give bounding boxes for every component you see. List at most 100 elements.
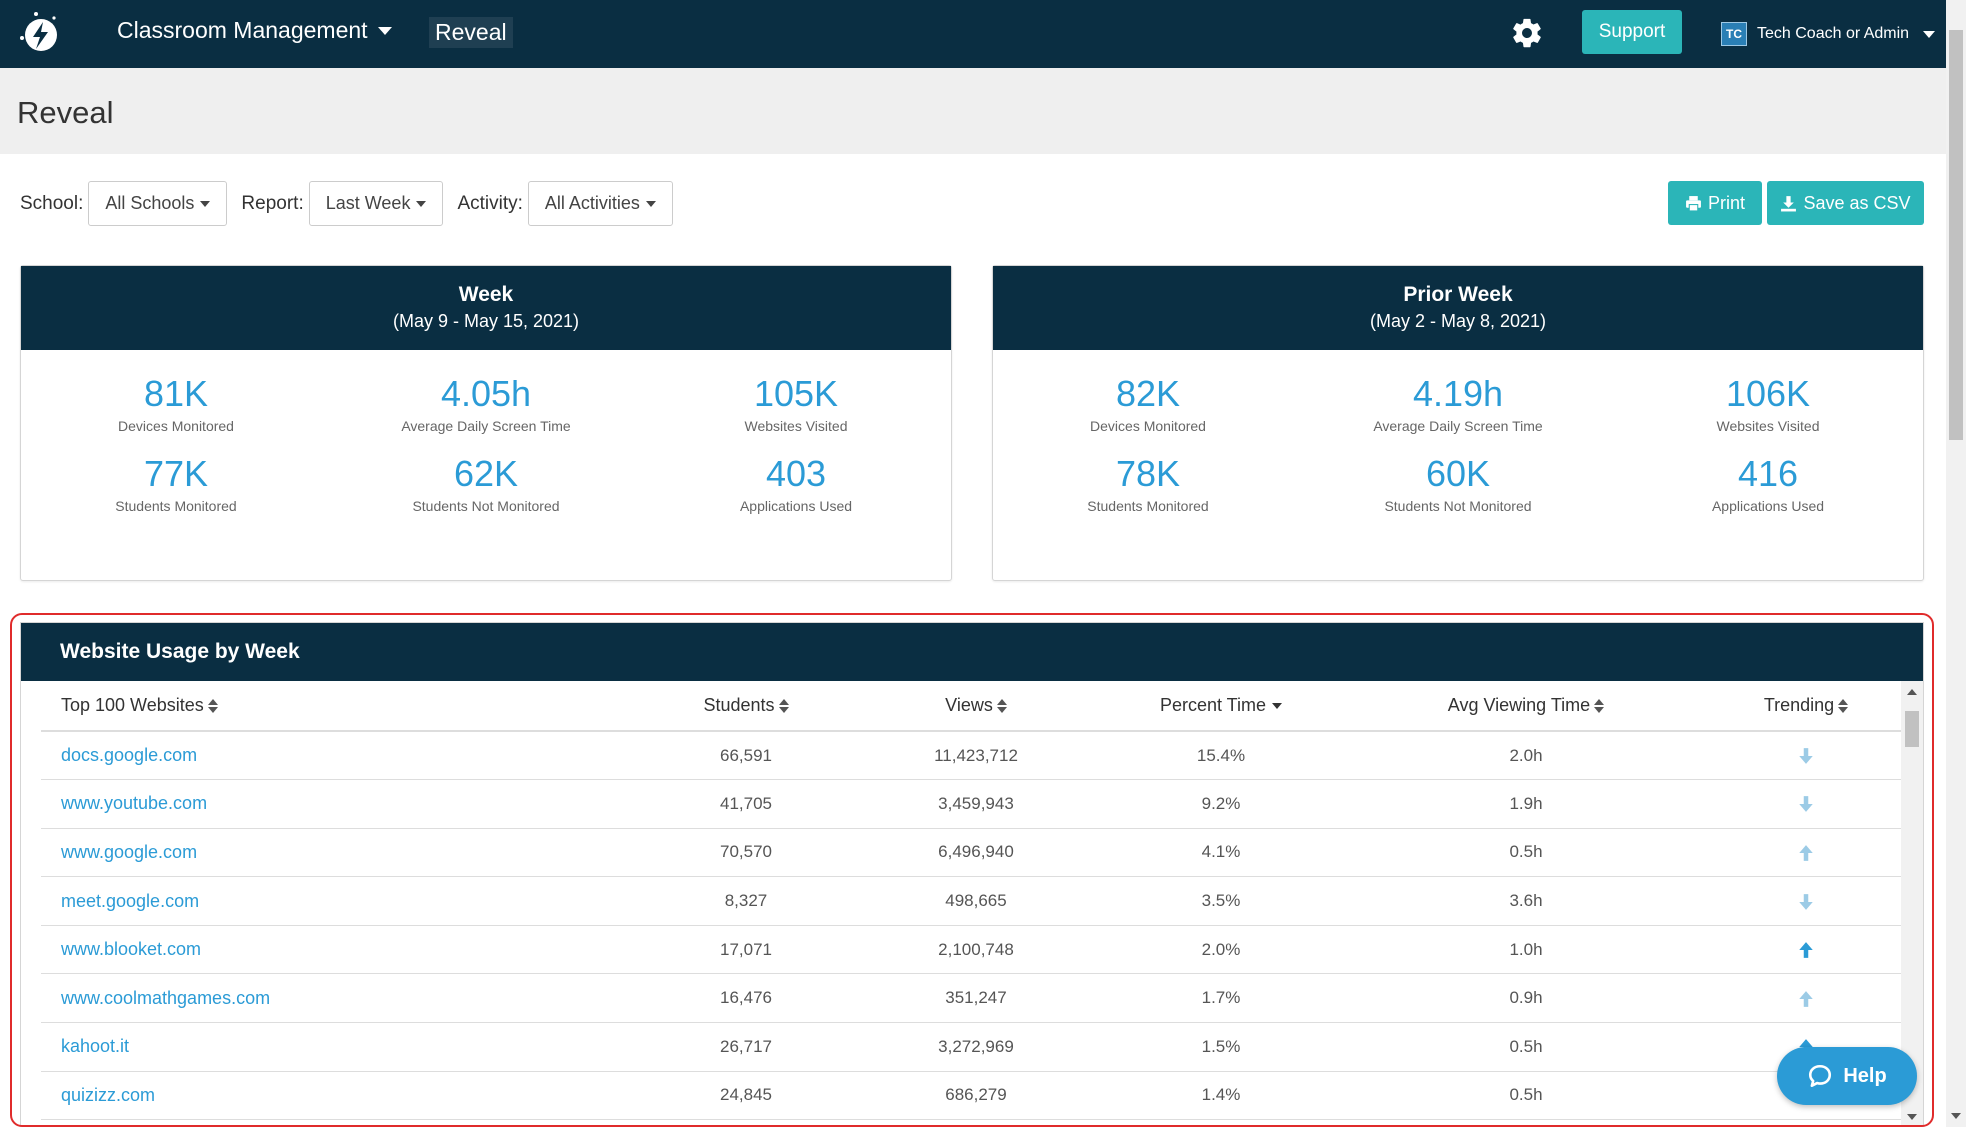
prior-week-stats-card: Prior Week (May 2 - May 8, 2021) 82K Devi… [992, 265, 1924, 581]
gear-icon[interactable] [1510, 16, 1544, 50]
sort-icon [1594, 698, 1605, 714]
chat-bubble-icon [1809, 1064, 1832, 1088]
highlight-frame [10, 613, 1934, 1127]
trending-cell [1711, 828, 1901, 878]
stat-label: Devices Monitored [1090, 418, 1206, 434]
column-header-label: Avg Viewing Time [1447, 695, 1591, 715]
column-header-label: Views [945, 695, 993, 715]
stat-label: Students Not Monitored [412, 498, 560, 514]
table-scrollbar[interactable] [1901, 681, 1923, 1126]
arrow-down-icon [1799, 796, 1813, 813]
app-logo-icon[interactable] [14, 8, 64, 58]
stat-value: 82K [1115, 373, 1181, 414]
caret-down-icon [200, 200, 211, 207]
website-link[interactable]: www.google.com [41, 828, 641, 878]
percent-time-cell: 15.4% [1101, 731, 1341, 781]
stat-students-monitored: 77K Students Monitored [21, 454, 331, 515]
website-link[interactable]: www.youtube.com [41, 779, 641, 829]
table-scroll-thumb[interactable] [1905, 711, 1919, 747]
arrow-up-icon [1799, 845, 1813, 861]
report-dropdown-value: Last Week [325, 193, 411, 213]
trending-cell [1711, 925, 1901, 975]
classroom-management-label: Classroom Management [117, 17, 368, 43]
column-header-avg-viewing-time[interactable]: Avg Viewing Time [1341, 681, 1711, 732]
website-link[interactable]: www.coolmathgames.com [41, 973, 641, 1024]
table-row: www.youtube.com 41,705 3,459,943 9.2% 1.9h [41, 779, 1901, 829]
website-link[interactable]: kahoot.it [41, 1022, 641, 1072]
scroll-down-icon[interactable] [1951, 1113, 1961, 1119]
percent-time-cell: 1.5% [1101, 1022, 1341, 1072]
website-link[interactable]: www.blooket.com [41, 925, 641, 975]
column-header-views[interactable]: Views [851, 681, 1101, 732]
school-dropdown[interactable]: All Schools [88, 181, 228, 226]
save-csv-button[interactable]: Save as CSV [1767, 181, 1924, 225]
nav-current-app[interactable]: Reveal [429, 17, 513, 48]
column-header-trending[interactable]: Trending [1711, 681, 1901, 732]
avg-viewing-time-cell: 1.9h [1341, 779, 1711, 829]
activity-dropdown[interactable]: All Activities [527, 181, 673, 226]
printer-icon [1686, 195, 1701, 211]
classroom-management-menu[interactable]: Classroom Management [117, 17, 392, 44]
caret-down-icon [645, 200, 656, 207]
stat-websites-visited: 106K Websites Visited [1613, 374, 1923, 435]
filter-bar: School: All Schools Report: Last Week Ac… [20, 181, 687, 226]
table-row: meet.google.com 8,327 498,665 3.5% 3.6h [41, 876, 1901, 926]
trending-cell [1711, 876, 1901, 926]
website-link[interactable]: quizizz.com [41, 1071, 641, 1121]
website-link[interactable]: docs.google.com [41, 731, 641, 781]
website-link[interactable]: meet.google.com [41, 876, 641, 926]
sort-icon [778, 698, 789, 714]
user-menu[interactable]: TC Tech Coach or Admin [1721, 22, 1936, 46]
caret-down-icon [416, 200, 427, 207]
avg-viewing-time-cell: 0.9h [1341, 973, 1711, 1024]
stat-value: 62K [453, 453, 519, 494]
column-header-label: Trending [1763, 695, 1835, 715]
report-filter-label: Report: [241, 192, 304, 214]
arrow-up-icon [1799, 990, 1813, 1007]
stat-value: 78K [1115, 453, 1181, 494]
page-scroll-thumb[interactable] [1949, 30, 1963, 440]
print-button[interactable]: Print [1668, 181, 1762, 225]
table-row: docs.google.com 66,591 11,423,712 15.4% 2.0h [41, 731, 1901, 781]
website-usage-title: Website Usage by Week [21, 623, 1923, 681]
stat-value: 81K [143, 373, 209, 414]
percent-time-cell: 4.1% [1101, 828, 1341, 878]
column-header-percent-time[interactable]: Percent Time [1101, 681, 1341, 732]
week-stats-card: Week (May 9 - May 15, 2021) 81K Devices M… [20, 265, 952, 581]
views-cell: 11,423,712 [851, 731, 1101, 781]
stat-value: 4.05h [440, 373, 532, 414]
website-usage-table-wrapper[interactable]: Top 100 Websites Students Views Percent … [41, 681, 1901, 1126]
views-cell: 351,247 [851, 973, 1101, 1024]
report-dropdown[interactable]: Last Week [308, 181, 444, 226]
support-button[interactable]: Support [1582, 10, 1682, 54]
column-header-websites[interactable]: Top 100 Websites [41, 681, 641, 732]
percent-time-cell: 1.4% [1101, 1071, 1341, 1121]
avg-viewing-time-cell: 3.6h [1341, 876, 1711, 926]
page-header: Reveal [0, 68, 1946, 154]
sort-icon [996, 698, 1007, 714]
scroll-up-icon[interactable] [1907, 689, 1917, 695]
activity-dropdown-value: All Activities [544, 193, 640, 213]
views-cell: 686,279 [851, 1071, 1101, 1121]
table-row: www.google.com 70,570 6,496,940 4.1% 0.5h [41, 828, 1901, 878]
stat-label: Applications Used [1711, 498, 1825, 514]
stat-label: Average Daily Screen Time [1373, 418, 1543, 434]
prior-week-card-header: Prior Week (May 2 - May 8, 2021) [993, 266, 1923, 350]
students-cell: 16,476 [641, 973, 851, 1024]
stat-label: Students Monitored [115, 498, 237, 514]
column-header-label: Top 100 Websites [61, 695, 204, 715]
students-cell: 66,591 [641, 731, 851, 781]
week-card-range: (May 9 - May 15, 2021) [392, 311, 580, 331]
website-usage-table: Top 100 Websites Students Views Percent … [41, 681, 1901, 1121]
column-header-students[interactable]: Students [641, 681, 851, 732]
stat-students-not-monitored: 62K Students Not Monitored [331, 453, 641, 515]
students-cell: 26,717 [641, 1022, 851, 1072]
chevron-down-icon [377, 26, 392, 35]
scroll-down-icon[interactable] [1907, 1114, 1917, 1120]
help-button[interactable]: Help [1777, 1047, 1917, 1105]
page-scrollbar[interactable] [1946, 0, 1966, 1127]
stat-value: 60K [1425, 453, 1491, 494]
avg-viewing-time-cell: 0.5h [1341, 1071, 1711, 1121]
views-cell: 3,459,943 [851, 779, 1101, 829]
avg-viewing-time-cell: 2.0h [1341, 731, 1711, 781]
